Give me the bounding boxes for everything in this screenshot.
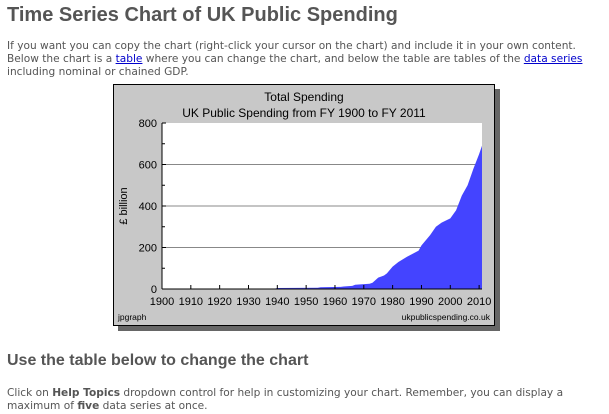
x-tick-label: 1930 <box>236 296 260 308</box>
y-tick-label: 600 <box>139 160 157 172</box>
x-tick-label: 2000 <box>438 296 462 308</box>
intro-text: including nominal or chained GDP. <box>7 66 189 78</box>
chart-svg: 0 200 400 600 800 1900 1910 1920 1930 1940 1950 196… <box>117 90 491 322</box>
x-tick-label: 1910 <box>179 296 203 308</box>
x-tick-label: 1940 <box>265 296 289 308</box>
y-tick-label: 200 <box>139 243 157 255</box>
intro-text: where you can change the chart, and belo… <box>142 53 524 65</box>
help-paragraph: Click on Help Topics dropdown control fo… <box>7 387 607 413</box>
help-topics-emphasis: Help Topics <box>52 387 121 399</box>
x-tick-label: 1980 <box>380 296 404 308</box>
x-tick-label: 2010 <box>467 296 491 308</box>
y-tick-label: 400 <box>139 201 157 213</box>
credit-site: ukpublicspending.co.uk <box>402 312 491 322</box>
x-tick-label: 1920 <box>207 296 231 308</box>
y-axis-label: £ billion <box>118 187 130 224</box>
spending-chart[interactable]: 0 200 400 600 800 1900 1910 1920 1930 1940 1950 196… <box>113 84 495 326</box>
x-tick-label: 1990 <box>409 296 433 308</box>
y-tick-label: 800 <box>139 118 157 130</box>
chart-subtitle: UK Public Spending from FY 1900 to FY 20… <box>182 106 426 120</box>
series-area-total-spending <box>162 145 482 289</box>
five-emphasis: five <box>77 400 100 412</box>
x-tick-label: 1960 <box>323 296 347 308</box>
x-tick-label: 1900 <box>150 296 174 308</box>
intro-paragraph: If you want you can copy the chart (righ… <box>7 40 607 79</box>
x-tick-label: 1970 <box>352 296 376 308</box>
intro-text: If you want you can copy the chart (righ… <box>7 40 576 65</box>
x-tick-label: 1950 <box>294 296 318 308</box>
credit-jpgraph: jpgraph <box>117 312 147 322</box>
help-text: Click on <box>7 387 53 399</box>
section-title: Use the table below to change the chart <box>7 352 309 369</box>
data-series-link[interactable]: data series <box>523 53 583 65</box>
page-title: Time Series Chart of UK Public Spending <box>7 4 398 26</box>
help-text: dropdown control for help in customizing… <box>7 387 564 412</box>
help-text: data series at once. <box>99 400 208 412</box>
table-link[interactable]: table <box>115 53 143 65</box>
chart-title: Total Spending <box>264 90 343 104</box>
y-tick-label: 0 <box>151 284 157 296</box>
